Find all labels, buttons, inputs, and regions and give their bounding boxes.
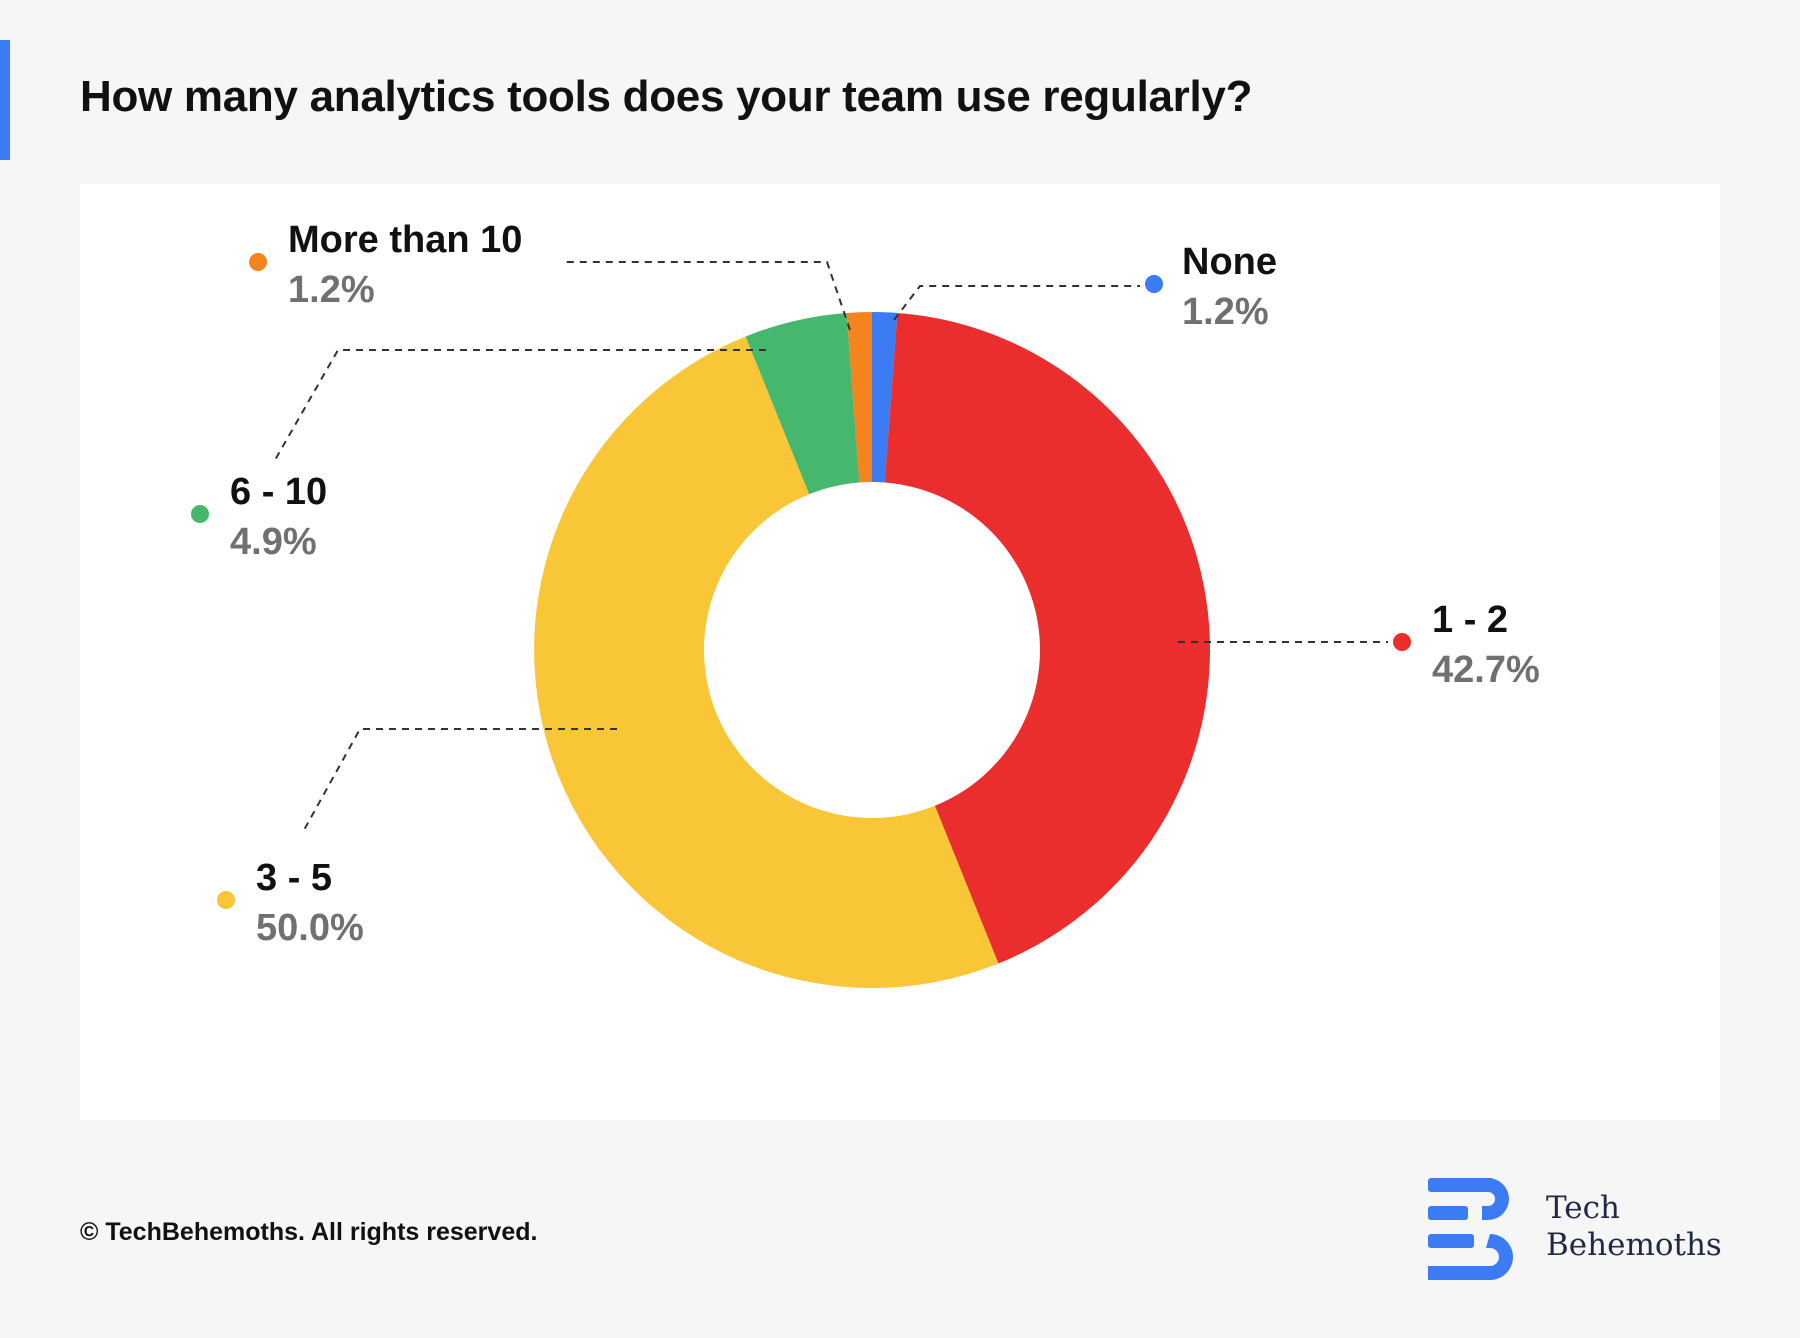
techbehemoths-logo-icon [1428,1178,1513,1280]
slice-value-more-than-10: 1.2% [288,269,375,311]
accent-bar [0,40,10,160]
chart-title: How many analytics tools does your team … [80,72,1253,121]
slice-value-3-5: 50.0% [256,907,364,949]
slice-none [872,312,898,483]
slice-6-10 [745,312,860,495]
donut-chart: None 1.2% 1 - 2 42.7% 3 - 5 50.0% 6 - 10 4.9% Mo… [191,219,1540,988]
slice-3-5 [534,336,999,988]
slice-label-1-2: 1 - 2 [1432,599,1508,641]
legend-dot-3-5 [217,891,235,909]
leader-line-6-10 [274,349,766,461]
slice-more-than-10 [846,312,872,483]
slice-label-3-5: 3 - 5 [256,857,332,899]
brand-line-1: Tech [1546,1190,1620,1226]
slice-value-none: 1.2% [1182,291,1269,333]
chart-panel: None 1.2% 1 - 2 42.7% 3 - 5 50.0% 6 - 10 4.9% Mo… [80,184,1720,1120]
brand-line-2: Behemoths [1546,1227,1722,1263]
slice-label-none: None [1182,241,1277,283]
legend-dot-none [1145,275,1163,293]
copyright-text: © TechBehemoths. All rights reserved. [80,1218,538,1246]
slice-label-6-10: 6 - 10 [230,471,327,513]
slice-label-more-than-10: More than 10 [288,219,522,261]
brand-name: Tech Behemoths [1546,1190,1722,1264]
slice-1-2 [884,312,1210,964]
slice-value-1-2: 42.7% [1432,649,1540,691]
slice-value-6-10: 4.9% [230,521,317,563]
legend-dot-6-10 [191,505,209,523]
leader-line-more-than-10 [566,261,851,331]
legend-dot-more-than-10 [249,253,267,271]
leader-line-none [893,285,1140,321]
legend-dot-1-2 [1393,633,1411,651]
